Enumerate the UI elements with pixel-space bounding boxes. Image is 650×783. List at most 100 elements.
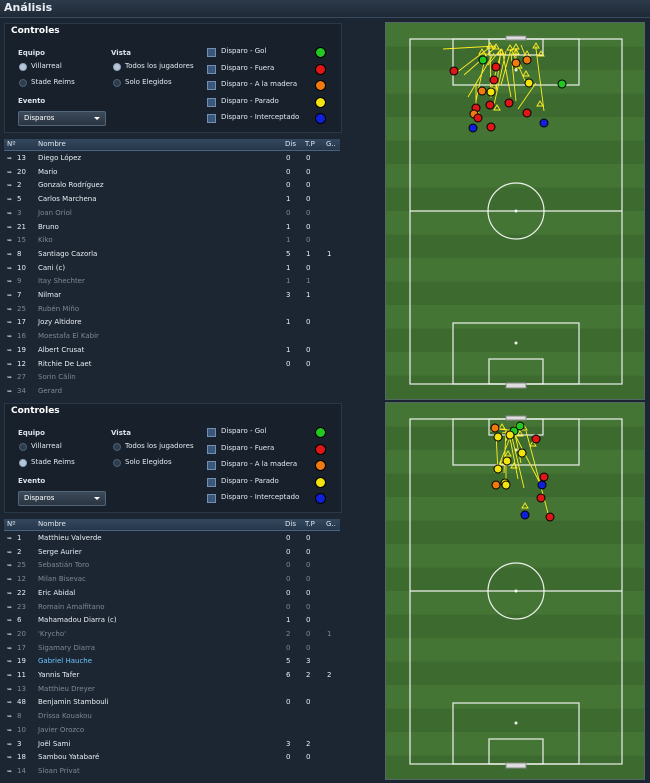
table-row[interactable]: ➥ 8 Santiago Cazorla 5 1 1 [4,248,340,261]
player-name[interactable]: Yannis Tafer [38,671,80,679]
table-row[interactable]: ➥ 25 Rubén Miño [4,303,340,316]
column-header[interactable]: T.P [305,520,315,528]
table-row[interactable]: ➥ 19 Albert Crusat 1 0 [4,344,340,357]
team-option-label[interactable]: Stade Reims [31,78,75,86]
table-row[interactable]: ➥ 23 Romain Amalfitano 0 0 [4,601,340,614]
table-row[interactable]: ➥ 17 Sigamary Diarra 0 0 [4,642,340,655]
filter-checkbox[interactable] [207,494,216,503]
filter-checkbox[interactable] [207,48,216,57]
player-name[interactable]: Mahamadou Diarra (c) [38,616,117,625]
table-row[interactable]: ➥ 15 Kiko 1 0 [4,234,340,247]
table-row[interactable]: ➥ 48 Benjamin Stambouli 0 0 [4,696,340,709]
team-radio[interactable] [19,459,27,467]
table-row[interactable]: ➥ 16 Moestafa El Kabir [4,330,340,343]
table-row[interactable]: ➥ 1 Matthieu Valverde 0 0 [4,532,340,545]
player-name[interactable]: Sambou Yatabaré [38,753,100,762]
table-row[interactable]: ➥ 2 Serge Aurier 0 0 [4,546,340,559]
view-option-label[interactable]: Todos los jugadores [125,62,194,70]
table-row[interactable]: ➥ 22 Eric Abidal 0 0 [4,587,340,600]
player-name[interactable]: Matthieu Dreyer [38,684,95,693]
filter-checkbox[interactable] [207,64,216,74]
event-dropdown[interactable]: Disparos [18,111,106,126]
player-name[interactable]: Benjamin Stambouli [38,698,109,707]
player-name[interactable]: Eric Abidal [38,588,76,597]
player-name[interactable]: Gerard [38,386,63,395]
filter-label[interactable]: Disparo - A la madera [221,80,298,88]
filter-checkbox[interactable] [207,81,216,90]
table-row[interactable]: ➥ 17 Jozy Altidore 1 0 [4,316,340,329]
filter-checkbox[interactable] [207,444,216,454]
table-row[interactable]: ➥ 3 Joël Sami 3 2 [4,738,340,751]
view-radio[interactable] [113,79,121,87]
player-name[interactable]: Mario [38,167,58,176]
event-dropdown[interactable]: Disparos [18,491,106,506]
player-name[interactable]: Matthieu Valverde [38,534,102,542]
filter-label[interactable]: Disparo - Interceptado [221,493,300,501]
player-name[interactable]: Jozy Altidore [38,318,82,327]
column-header[interactable]: Nº [7,140,16,148]
player-name[interactable]: 'Krycho' [38,629,67,638]
table-row[interactable]: ➥ 27 Sorin Călin [4,371,340,384]
table-row[interactable]: ➥ 7 Nilmar 3 1 [4,289,340,302]
filter-label[interactable]: Disparo - Gol [221,47,267,55]
table-row[interactable]: ➥ 11 Yannis Tafer 6 2 2 [4,669,340,682]
player-name[interactable]: Romain Amalfitano [38,602,105,611]
table-row[interactable]: ➥ 6 Mahamadou Diarra (c) 1 0 [4,614,340,627]
player-name[interactable]: Gabriel Hauche [38,657,93,666]
view-radio[interactable] [113,459,121,467]
player-name[interactable]: Diego López [38,154,82,162]
column-header[interactable]: G.. [326,520,336,528]
filter-checkbox[interactable] [207,114,216,123]
filter-label[interactable]: Disparo - Fuera [221,443,275,452]
player-name[interactable]: Itay Shechter [38,277,85,286]
view-radio[interactable] [113,443,121,451]
filter-checkbox[interactable] [207,477,216,487]
filter-label[interactable]: Disparo - A la madera [221,460,298,468]
table-row[interactable]: ➥ 14 Sloan Privat [4,765,340,778]
player-name[interactable]: Moestafa El Kabir [38,332,99,341]
shot-map-pitch[interactable] [385,402,645,780]
table-row[interactable]: ➥ 2 Gonzalo Rodríguez 0 0 [4,179,340,192]
table-row[interactable]: ➥ 13 Diego López 0 0 [4,152,340,165]
column-header[interactable]: Nº [7,520,16,528]
table-row[interactable]: ➥ 21 Bruno 1 0 [4,221,340,234]
team-radio[interactable] [19,443,27,451]
view-option-label[interactable]: Solo Elegidos [125,78,172,86]
filter-label[interactable]: Disparo - Interceptado [221,113,300,121]
table-row[interactable]: ➥ 12 Milan Bisevac 0 0 [4,573,340,586]
team-option-label[interactable]: Villarreal [31,442,62,450]
filter-checkbox[interactable] [207,97,216,107]
player-name[interactable]: Milan Bisevac [38,575,86,584]
player-name[interactable]: Rubén Miño [38,304,80,313]
table-row[interactable]: ➥ 13 Matthieu Dreyer [4,683,340,696]
column-header[interactable]: Dis [285,520,296,528]
filter-label[interactable]: Disparo - Parado [221,476,279,485]
filter-label[interactable]: Disparo - Fuera [221,63,275,72]
table-row[interactable]: ➥ 8 Drissa Kouakou [4,710,340,723]
view-option-label[interactable]: Todos los jugadores [125,442,194,450]
player-name[interactable]: Drissa Kouakou [38,712,92,721]
table-row[interactable]: ➥ 18 Sambou Yatabaré 0 0 [4,751,340,764]
player-name[interactable]: Sigamary Diarra [38,643,96,652]
player-name[interactable]: Sebastián Toro [38,561,90,570]
player-name[interactable]: Sorin Călin [38,373,76,382]
table-row[interactable]: ➥ 9 Itay Shechter 1 1 [4,275,340,288]
column-header[interactable]: Dis [285,140,296,148]
filter-checkbox[interactable] [207,428,216,437]
player-name[interactable]: Gonzalo Rodríguez [38,181,104,190]
table-row[interactable]: ➥ 10 Javier Orozco [4,724,340,737]
player-name[interactable]: Sloan Privat [38,766,80,775]
view-option-label[interactable]: Solo Elegidos [125,458,172,466]
player-name[interactable]: Serge Aurier [38,547,82,556]
table-row[interactable]: ➥ 10 Cani (c) 1 0 [4,262,340,275]
player-name[interactable]: Kiko [38,236,53,245]
table-row[interactable]: ➥ 25 Sebastián Toro 0 0 [4,559,340,572]
table-row[interactable]: ➥ 34 Gerard [4,385,340,398]
filter-label[interactable]: Disparo - Gol [221,427,267,435]
table-row[interactable]: ➥ 5 Carlos Marchena 1 0 [4,193,340,206]
table-row[interactable]: ➥ 12 Ritchie De Laet 0 0 [4,358,340,371]
column-header[interactable]: Nombre [38,520,66,528]
player-name[interactable]: Santiago Cazorla [38,249,98,258]
team-option-label[interactable]: Stade Reims [31,458,75,466]
column-header[interactable]: G.. [326,140,336,148]
